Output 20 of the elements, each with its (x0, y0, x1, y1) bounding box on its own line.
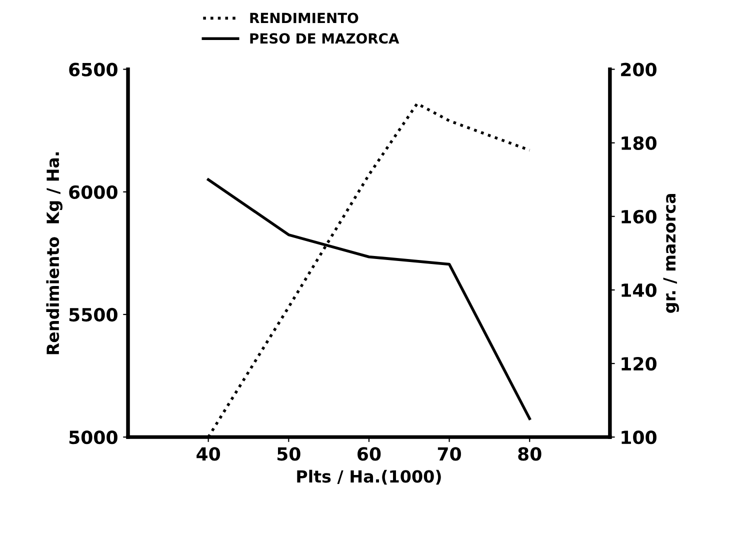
x-axis-title: Plts / Ha.(1000) (297, 470, 441, 485)
x-tick-label: 40 (196, 447, 220, 461)
y2-tick-label: 180 (622, 136, 656, 150)
y-tick-label: 5000 (69, 430, 118, 444)
y2-tick-label: 160 (622, 210, 656, 224)
y-axis-title: Rendimiento Kg / Ha. (46, 152, 62, 354)
y-tick-label: 6500 (69, 62, 118, 76)
y2-tick-label: 200 (621, 62, 656, 76)
x-tick-label: 60 (358, 447, 381, 461)
y-tick-label: 6000 (69, 185, 118, 199)
y-tick-label: 5500 (69, 308, 118, 322)
legend-label: PESO DE MAZORCA (250, 33, 400, 44)
x-tick-label: 50 (277, 447, 300, 461)
x-tick-label: 70 (438, 447, 461, 461)
y2-tick-label: 140 (622, 283, 656, 298)
y2-tick-label: 120 (622, 356, 656, 371)
legend-label: RENDIMIENTO (250, 12, 358, 24)
y2-tick-label: 100 (622, 430, 656, 444)
x-tick-label: 80 (518, 447, 542, 461)
y2-axis-title: gr. / mazorca (663, 194, 680, 313)
